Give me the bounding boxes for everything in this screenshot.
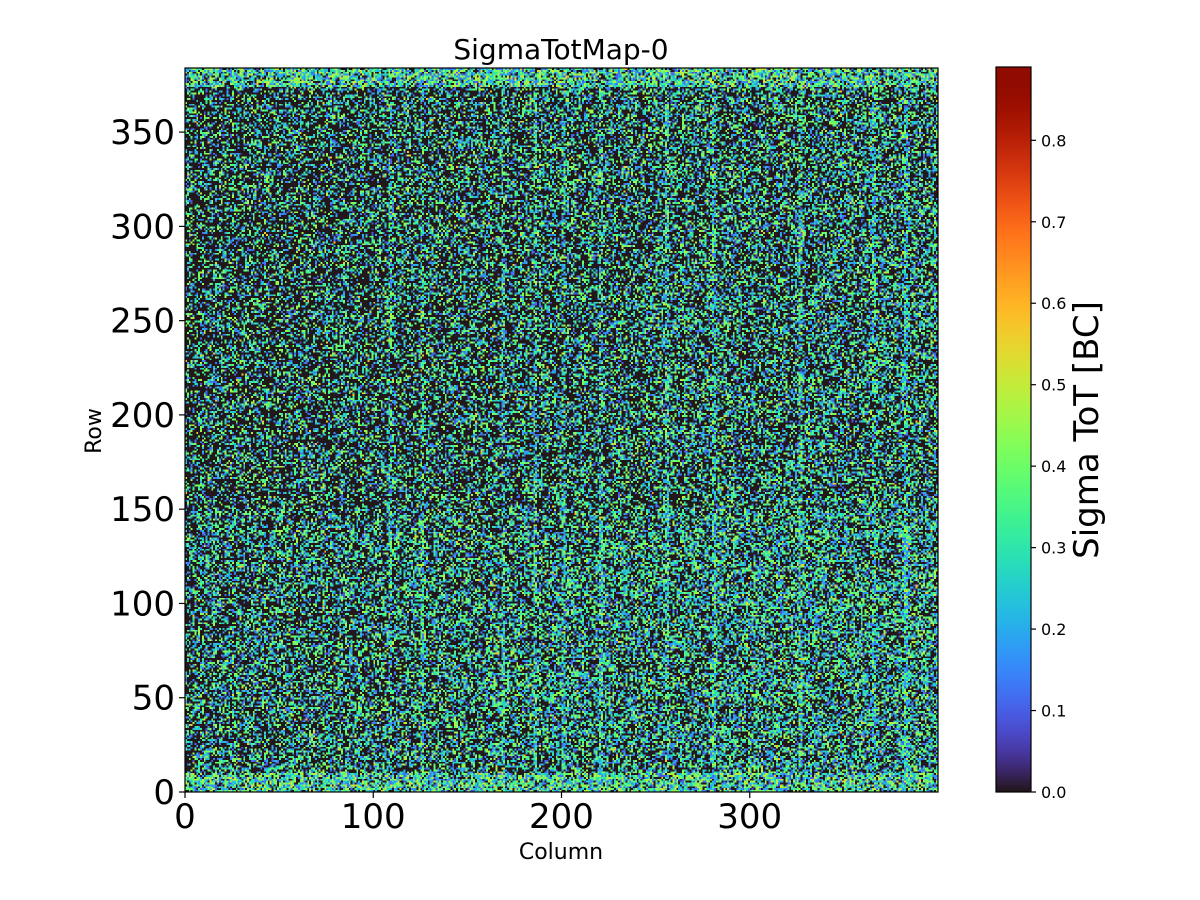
- colorbar-tick-label: 0.4: [1041, 457, 1066, 476]
- x-axis-label: Column: [519, 840, 603, 865]
- x-axis-ticks: 0 100 200 300: [174, 792, 782, 837]
- y-tick-label: 200: [110, 396, 175, 436]
- colorbar-tick-label: 0.8: [1041, 131, 1066, 150]
- colorbar-tick-label: 0.1: [1041, 702, 1066, 721]
- y-tick-label: 300: [110, 207, 175, 247]
- colorbar-tick-label: 0.2: [1041, 620, 1066, 639]
- x-tick-label: 100: [341, 797, 406, 837]
- y-tick-label: 100: [110, 584, 175, 624]
- colorbar-frame: [995, 66, 1032, 793]
- colorbar-ticks: 0.0 0.1 0.2 0.3 0.4 0.5 0.6 0.7 0.8: [1031, 131, 1066, 802]
- colorbar-gradient: [996, 67, 1031, 792]
- y-tick-label: 0: [153, 773, 175, 813]
- y-tick-label: 350: [110, 113, 175, 153]
- y-tick-label: 250: [110, 302, 175, 342]
- y-tick-label: 50: [132, 679, 175, 719]
- x-tick-label: 200: [529, 797, 594, 837]
- colorbar-label: Sigma ToT [BC]: [1067, 301, 1107, 559]
- x-tick-label: 300: [717, 797, 782, 837]
- heatmap-image: [185, 68, 938, 792]
- y-axis-ticks: 0 50 100 150 200 250 300 350: [110, 113, 185, 813]
- colorbar-tick-label: 0.3: [1041, 539, 1066, 558]
- x-tick-label: 0: [174, 797, 196, 837]
- colorbar-tick-label: 0.7: [1041, 213, 1066, 232]
- chart-title: SigmaTotMap-0: [453, 33, 668, 66]
- colorbar-tick-label: 0.6: [1041, 294, 1066, 313]
- plot-frame: [184, 67, 939, 793]
- colorbar-tick-label: 0.0: [1041, 783, 1066, 802]
- colorbar-tick-label: 0.5: [1041, 376, 1066, 395]
- y-tick-label: 150: [110, 490, 175, 530]
- y-axis-label: Row: [82, 408, 107, 454]
